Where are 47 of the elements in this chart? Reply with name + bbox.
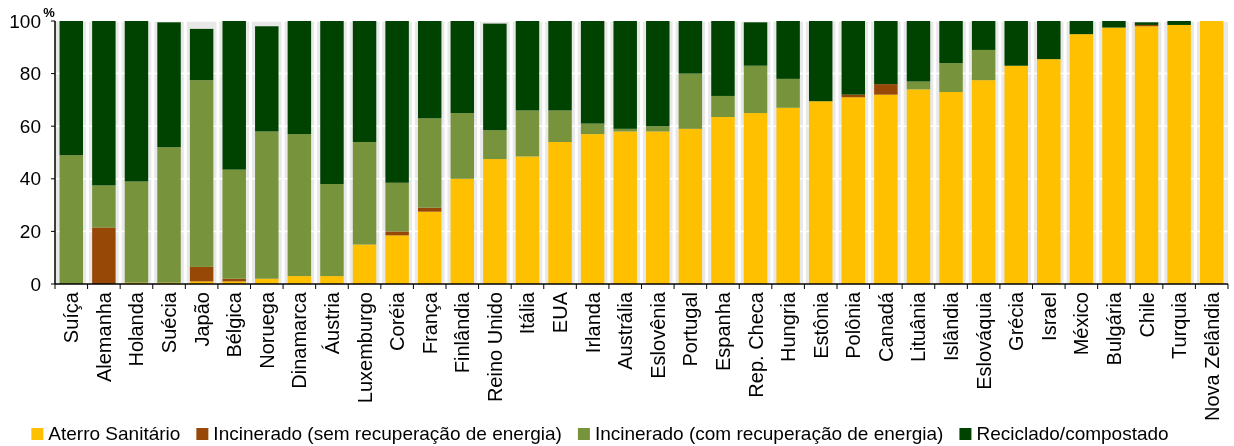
x-tick-label: Canadá — [874, 291, 897, 363]
x-tick-label: Irlanda — [581, 291, 604, 354]
x-tick-label: Portugal — [679, 292, 702, 367]
x-tick-label: Espanha — [711, 291, 734, 371]
legend-label: Incinerado (com recuperação de energia) — [594, 423, 944, 444]
x-tick-label: Israel — [1037, 292, 1060, 341]
x-tick-label: México — [1070, 292, 1093, 356]
x-tick-label: Eslováquia — [972, 291, 995, 390]
y-axis-title: % — [43, 5, 56, 20]
x-tick-label: Suécia — [158, 291, 181, 354]
x-tick-label: Noruega — [255, 291, 278, 369]
x-tick-label: Rep. Checa — [744, 291, 767, 398]
x-tick-label: Itália — [516, 291, 539, 335]
x-tick-label: Alemanha — [92, 291, 115, 383]
x-tick-label: Áustria — [320, 291, 343, 355]
y-tick-label: 80 — [19, 63, 41, 85]
x-tick-label: Hungria — [777, 291, 800, 363]
y-tick-label: 20 — [19, 221, 41, 243]
legend-label: Incinerado (sem recuperação de energia) — [213, 423, 562, 444]
x-tick-label: Finlândia — [451, 291, 474, 374]
x-tick-label: EUA — [549, 291, 572, 334]
x-tick-label: Austrália — [614, 291, 637, 370]
x-tick-label: Japão — [190, 292, 213, 347]
legend-label: Aterro Sanitário — [48, 423, 181, 444]
x-tick-label: Holanda — [125, 291, 148, 367]
y-tick-label: 40 — [19, 168, 41, 190]
x-tick-label: Turquia — [1168, 291, 1191, 360]
x-tick-label: Lituânia — [907, 291, 930, 363]
legend-label: Reciclado/compostado — [976, 423, 1169, 444]
x-tick-label: Luxemburgo — [353, 292, 376, 404]
x-tick-label: Reino Unido — [483, 292, 506, 403]
x-tick-label: Chile — [1135, 292, 1158, 338]
x-tick-label: Eslovênia — [646, 291, 669, 379]
x-tick-label: Dinamarca — [288, 291, 311, 389]
x-tick-label: Suíça — [60, 291, 83, 344]
x-tick-label: Nova Zelândia — [1200, 291, 1223, 421]
y-tick-label: 100 — [9, 10, 41, 32]
x-tick-label: Bulgária — [1102, 291, 1125, 366]
x-tick-label: França — [418, 291, 441, 355]
x-tick-label: Islândia — [940, 291, 963, 361]
x-tick-label: Polônia — [842, 291, 865, 359]
x-tick-label: Bélgica — [223, 291, 246, 358]
y-tick-label: 0 — [30, 273, 41, 295]
x-tick-label: Grécia — [1005, 291, 1028, 351]
x-tick-label: Coréia — [386, 291, 409, 351]
x-tick-label: Estônia — [809, 291, 832, 359]
y-tick-label: 60 — [19, 115, 41, 137]
